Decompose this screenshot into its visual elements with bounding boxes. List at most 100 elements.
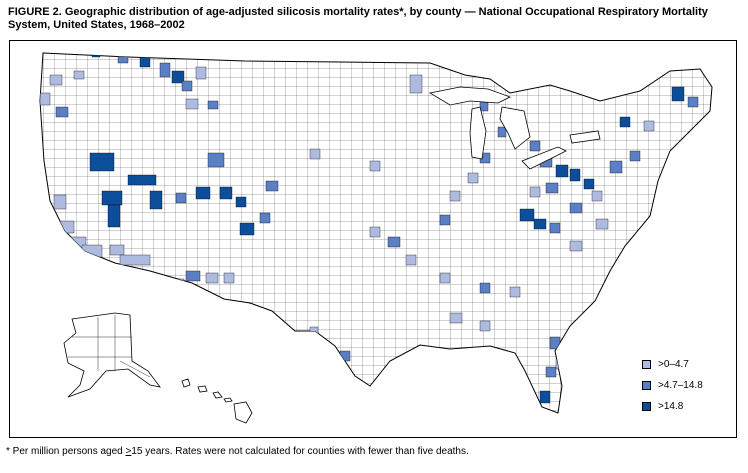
shaded-county	[175, 192, 187, 204]
shaded-county	[369, 160, 381, 172]
footnote-ge-symbol: >	[125, 446, 132, 457]
map-frame: >0–4.7 >4.7–14.8 >14.8	[9, 40, 737, 438]
shaded-county	[533, 218, 547, 230]
shaded-county	[109, 244, 125, 256]
shaded-county	[409, 74, 423, 94]
shaded-county	[439, 272, 451, 284]
shaded-county	[195, 66, 207, 80]
shaded-county	[49, 74, 63, 86]
lake-superior	[428, 86, 512, 106]
shaded-county	[101, 190, 123, 206]
shaded-county	[117, 53, 129, 64]
us-county-map	[39, 52, 713, 424]
shaded-county	[219, 186, 233, 200]
shaded-county	[449, 190, 461, 202]
figure-title-line2: System, United States, 1968–2002	[8, 19, 185, 31]
hawaii	[181, 378, 253, 424]
shaded-county	[545, 366, 557, 378]
shaded-county	[309, 148, 321, 160]
shaded-county	[59, 220, 75, 234]
shaded-county	[449, 312, 463, 324]
shaded-county	[119, 254, 151, 266]
shaded-county	[40, 92, 51, 106]
shaded-county	[171, 70, 185, 84]
shaded-county	[671, 86, 685, 102]
shaded-county	[235, 196, 247, 208]
shaded-county	[467, 172, 479, 184]
shaded-county	[73, 70, 85, 80]
county-grid	[40, 53, 712, 413]
lake-erie	[521, 146, 567, 170]
shaded-county	[405, 254, 417, 266]
shaded-county	[569, 168, 581, 182]
shaded-county	[479, 320, 491, 332]
shaded-county	[205, 272, 219, 284]
legend-swatch-medium	[642, 381, 651, 390]
lake-ontario	[569, 130, 601, 144]
shaded-county	[149, 280, 165, 292]
shaded-county	[185, 270, 201, 282]
legend-item-high: >14.8	[642, 400, 742, 413]
figure-title: FIGURE 2. Geographic distribution of age…	[8, 6, 743, 32]
shaded-county	[479, 282, 491, 294]
shaded-county	[545, 182, 559, 194]
alaska	[63, 312, 161, 398]
shaded-county	[549, 336, 561, 350]
shaded-county	[595, 218, 609, 230]
shaded-county	[569, 240, 583, 252]
shaded-county	[629, 150, 641, 162]
legend-swatch-high	[642, 402, 651, 411]
shaded-county	[239, 222, 255, 236]
shaded-county	[569, 202, 583, 214]
shaded-county	[509, 286, 521, 298]
shaded-county	[89, 152, 115, 172]
legend-item-low: >0–4.7	[642, 358, 742, 371]
shaded-county	[207, 152, 225, 168]
legend-label-low: >0–4.7	[658, 358, 689, 370]
figure-title-line1: FIGURE 2. Geographic distribution of age…	[8, 6, 708, 18]
shaded-county	[223, 272, 235, 284]
shaded-county	[159, 62, 171, 78]
shaded-county	[181, 80, 193, 92]
shaded-county	[81, 244, 103, 258]
shaded-county	[529, 140, 541, 152]
shaded-county	[53, 194, 67, 210]
shaded-county	[619, 116, 631, 128]
shaded-county	[207, 100, 219, 110]
shaded-county	[259, 212, 271, 224]
shaded-county	[439, 214, 451, 226]
shaded-county	[265, 180, 279, 192]
shaded-county	[609, 160, 623, 174]
legend-swatch-low	[642, 360, 651, 369]
legend-label-high: >14.8	[658, 400, 684, 412]
shaded-county	[369, 226, 381, 238]
shaded-county	[539, 390, 551, 404]
shaded-county	[583, 178, 595, 190]
shaded-county	[497, 126, 507, 138]
shaded-county	[107, 204, 121, 228]
shaded-county	[139, 56, 151, 68]
shaded-county	[309, 326, 319, 336]
shaded-county	[519, 208, 535, 222]
footnote: * Per million persons aged >15 years. Ra…	[6, 446, 469, 458]
shaded-county	[185, 98, 199, 110]
shaded-county	[643, 120, 655, 132]
shaded-county	[687, 96, 699, 108]
footnote-part2: 15 years. Rates were not calculated for …	[131, 446, 469, 457]
legend-label-medium: >4.7–14.8	[658, 379, 703, 391]
lake-michigan	[469, 106, 487, 160]
map-legend: >0–4.7 >4.7–14.8 >14.8	[642, 358, 742, 421]
lake-huron	[499, 106, 531, 150]
legend-item-medium: >4.7–14.8	[642, 379, 742, 392]
shaded-county	[555, 164, 569, 178]
shaded-county	[387, 236, 401, 248]
shaded-county	[55, 106, 69, 118]
shaded-county	[149, 190, 163, 210]
shaded-county	[127, 174, 157, 186]
shaded-county	[591, 190, 603, 202]
shaded-county	[195, 186, 211, 200]
footnote-part1: * Per million persons aged	[6, 446, 126, 457]
alaska-counties	[68, 315, 151, 378]
shaded-county	[529, 186, 541, 198]
shaded-county	[549, 222, 561, 234]
